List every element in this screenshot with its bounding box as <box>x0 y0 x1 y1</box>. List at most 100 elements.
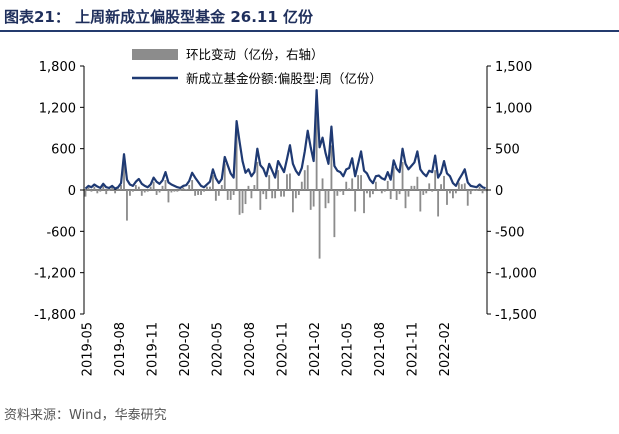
bar <box>217 190 220 196</box>
bar <box>152 181 155 190</box>
bar <box>84 190 87 197</box>
right-tick-label: 1,500 <box>495 60 532 75</box>
bar <box>253 185 256 190</box>
bar <box>449 190 451 194</box>
left-tick-label: 1,800 <box>39 60 76 75</box>
bar <box>137 186 140 190</box>
bar <box>383 190 386 192</box>
bar <box>315 104 318 190</box>
bar <box>431 190 434 192</box>
bar <box>191 180 194 190</box>
x-tick-label: 2019-11 <box>145 322 160 376</box>
bar <box>126 190 128 221</box>
bar <box>146 190 149 192</box>
bar <box>469 190 472 195</box>
bar <box>244 190 247 205</box>
bar <box>440 184 442 190</box>
left-tick-label: -1,200 <box>34 267 76 282</box>
bar <box>232 190 235 195</box>
chart-title: 图表21： 上周新成立偏股型基金 26.11 亿份 <box>4 8 313 26</box>
bar <box>117 188 119 190</box>
bar <box>250 190 253 199</box>
bar <box>149 186 152 190</box>
bar <box>416 176 419 190</box>
bar <box>330 145 333 190</box>
bar <box>235 122 238 190</box>
bar <box>294 190 297 199</box>
x-tick-label: 2020-08 <box>243 322 258 376</box>
legend-bar-swatch <box>132 49 178 60</box>
bar <box>259 190 262 210</box>
bar <box>203 190 205 192</box>
bar <box>99 190 102 192</box>
source-note: 资料来源：Wind，华泰研究 <box>4 408 167 423</box>
right-tick-label: -1,500 <box>495 308 537 323</box>
bar <box>404 190 407 209</box>
bar <box>220 185 223 190</box>
bar <box>211 175 214 190</box>
bar <box>454 190 457 194</box>
bar <box>318 190 321 259</box>
bar <box>268 175 271 190</box>
x-tick-label: 2021-05 <box>340 322 355 376</box>
bar <box>247 185 250 190</box>
x-tick-label: 2022-02 <box>438 322 453 376</box>
bar <box>111 187 114 190</box>
bar <box>452 190 454 199</box>
x-tick-label: 2021-02 <box>308 322 323 376</box>
x-tick-label: 2020-02 <box>178 322 193 376</box>
x-tick-label: 2020-11 <box>275 322 290 376</box>
bar <box>123 155 125 190</box>
bar <box>443 175 445 190</box>
bar <box>286 174 288 190</box>
bar <box>226 190 229 200</box>
tick-labels: 1,800 1,200 600 0 -600 -1,200 -1,800 1,500 1,000… <box>34 60 537 376</box>
bar <box>262 190 265 195</box>
bar <box>90 190 93 192</box>
bar <box>369 190 371 198</box>
x-tick-label: 2020-05 <box>210 322 225 376</box>
bar <box>271 190 274 199</box>
right-tick-label: 0 <box>495 184 503 199</box>
bar <box>466 190 469 206</box>
bar <box>481 190 484 194</box>
bar <box>194 190 197 196</box>
bar <box>223 163 226 190</box>
bar <box>289 173 291 190</box>
chart: 环比变动（亿份，右轴） 新成立基金份额:偏股型:周（亿份） 1,800 1,200… <box>34 47 537 376</box>
bar <box>182 187 185 190</box>
bar <box>161 185 164 190</box>
bar <box>265 190 268 200</box>
bar <box>277 170 280 190</box>
bar <box>377 189 380 190</box>
right-tick-label: -500 <box>495 225 525 240</box>
bar <box>176 190 179 192</box>
bar <box>143 190 146 193</box>
bar <box>413 185 416 190</box>
bar <box>398 190 401 195</box>
x-tick-label: 2019-05 <box>80 322 95 376</box>
left-tick-label: 1,200 <box>39 101 76 116</box>
bar-series <box>84 104 487 259</box>
bar <box>167 190 170 203</box>
bar <box>345 181 348 190</box>
bar <box>200 190 202 195</box>
bar <box>357 175 360 190</box>
x-tick-label: 2021-11 <box>405 322 420 376</box>
bar <box>437 190 440 217</box>
bar <box>472 190 475 191</box>
line-path <box>84 89 486 190</box>
bar <box>185 189 188 190</box>
bar <box>360 175 362 190</box>
right-tick-label: -1,000 <box>495 267 537 282</box>
bar <box>283 190 285 197</box>
bar <box>321 178 324 190</box>
bar <box>134 185 137 190</box>
bar <box>475 190 478 191</box>
bar <box>300 181 303 190</box>
bar <box>363 190 365 214</box>
bar <box>386 180 389 190</box>
bar <box>170 190 173 193</box>
bar <box>484 190 487 192</box>
bar <box>158 190 161 193</box>
